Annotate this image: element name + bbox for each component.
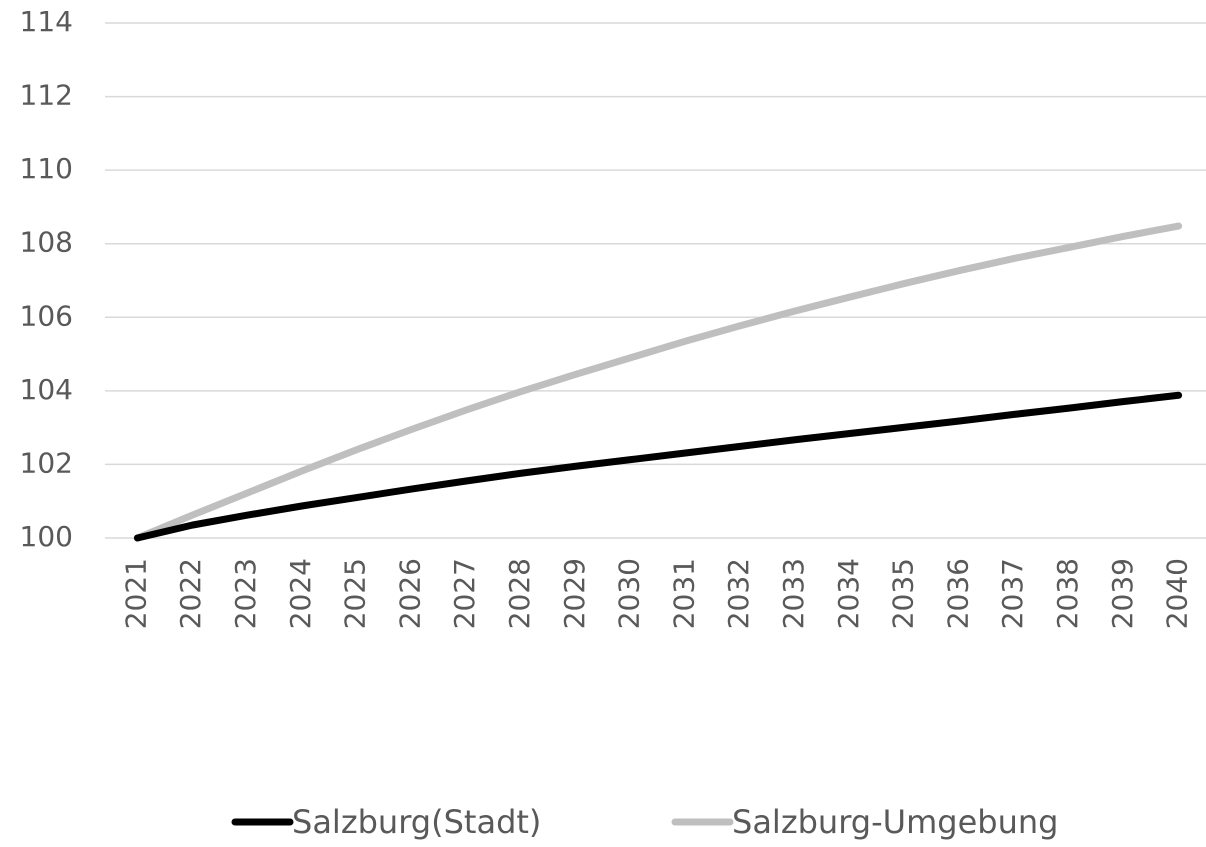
series-line xyxy=(133,222,1183,542)
x-tick-label: 2025 xyxy=(339,558,372,629)
y-tick-label: 110 xyxy=(20,152,73,185)
legend-label: Salzburg-Umgebung xyxy=(732,803,1058,841)
x-tick-label: 2029 xyxy=(558,558,591,629)
x-tick-label: 2022 xyxy=(174,558,207,629)
x-tick-label: 2040 xyxy=(1161,558,1194,629)
x-tick-label: 2036 xyxy=(941,558,974,629)
x-tick-label: 2032 xyxy=(722,558,755,629)
x-tick-label: 2023 xyxy=(229,558,262,629)
y-tick-label: 106 xyxy=(20,299,73,332)
y-tick-label: 114 xyxy=(20,5,73,38)
y-tick-label: 104 xyxy=(20,373,73,406)
y-tick-label: 100 xyxy=(20,520,73,553)
x-tick-label: 2026 xyxy=(393,558,426,629)
x-tick-label: 2037 xyxy=(996,558,1029,629)
x-tick-label: 2030 xyxy=(613,558,646,629)
x-tick-label: 2028 xyxy=(503,558,536,629)
y-tick-label: 102 xyxy=(20,446,73,479)
y-tick-label: 108 xyxy=(20,226,73,259)
y-tick-label: 112 xyxy=(20,79,73,112)
x-tick-label: 2021 xyxy=(119,558,152,629)
x-tick-label: 2034 xyxy=(832,558,865,629)
x-tick-label: 2035 xyxy=(887,558,920,629)
series-line xyxy=(133,391,1183,542)
x-tick-label: 2031 xyxy=(667,558,700,629)
x-tick-label: 2038 xyxy=(1051,558,1084,629)
legend-label: Salzburg(Stadt) xyxy=(292,803,541,841)
x-tick-label: 2027 xyxy=(448,558,481,629)
x-tick-label: 2039 xyxy=(1106,558,1139,629)
x-tick-label: 2024 xyxy=(284,558,317,629)
x-tick-label: 2033 xyxy=(777,558,810,629)
